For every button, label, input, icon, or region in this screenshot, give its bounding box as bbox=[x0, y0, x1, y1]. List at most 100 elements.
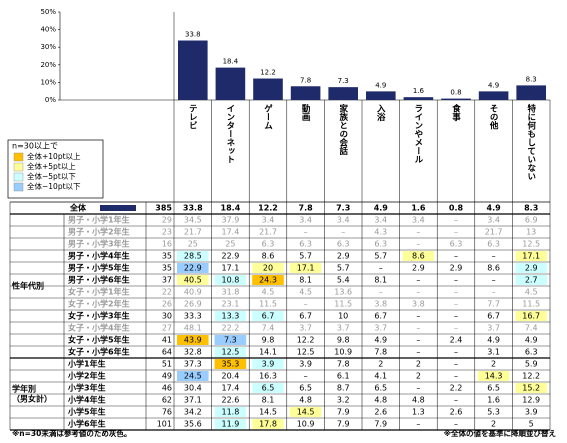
cell: 8.1 bbox=[299, 276, 312, 285]
cell: – bbox=[416, 336, 420, 345]
cell: 4.9 bbox=[374, 336, 387, 345]
x-tick-label: 入浴 bbox=[375, 104, 386, 122]
cell: 16.7 bbox=[522, 312, 540, 321]
cell: 3.4 bbox=[337, 216, 350, 225]
cell-shade bbox=[252, 275, 284, 285]
cell: – bbox=[416, 312, 420, 321]
row-label: 小学5年生 bbox=[67, 407, 106, 417]
x-tick-label: インターネット bbox=[225, 104, 235, 164]
cell-shade bbox=[214, 359, 247, 369]
legend-label: 全体−10pt以下 bbox=[27, 181, 81, 191]
row-n: 76 bbox=[162, 408, 172, 417]
cell: 22.9 bbox=[184, 264, 202, 273]
cell: 10 bbox=[338, 312, 348, 321]
cell: 6.7 bbox=[262, 312, 275, 321]
legend-swatch bbox=[13, 172, 24, 182]
cell: 12.5 bbox=[522, 240, 540, 249]
cell: 8.1 bbox=[262, 396, 275, 405]
cell: 10.9 bbox=[334, 348, 352, 357]
row-n: 41 bbox=[162, 336, 172, 345]
cell: 26.9 bbox=[184, 300, 202, 309]
row-label: 小学4年生 bbox=[67, 395, 106, 405]
legend-swatch bbox=[13, 152, 24, 162]
legend-swatch bbox=[100, 205, 136, 211]
cell: 37.1 bbox=[184, 396, 202, 405]
row-label: 女子・小学2年生 bbox=[68, 299, 130, 309]
cell: 17.1 bbox=[221, 264, 239, 273]
cell: – bbox=[492, 276, 496, 285]
row-label: 小学2年生 bbox=[67, 371, 106, 381]
cell: – bbox=[379, 288, 383, 297]
cell: 9.8 bbox=[337, 336, 350, 345]
cell: 4.1 bbox=[374, 372, 387, 381]
cell: 6.7 bbox=[299, 312, 312, 321]
row-label: 小学3年生 bbox=[67, 383, 106, 393]
cell: 12.9 bbox=[522, 396, 540, 405]
cell: 5.9 bbox=[525, 360, 538, 369]
data-label: 0.8 bbox=[450, 89, 461, 97]
cell: 3.7 bbox=[337, 324, 350, 333]
cell-shade bbox=[252, 419, 284, 429]
cell: 4.5 bbox=[525, 288, 538, 297]
cell: 8.1 bbox=[374, 276, 387, 285]
cell: 1.6 bbox=[411, 204, 426, 213]
cell: – bbox=[379, 264, 383, 273]
cell-shade bbox=[252, 311, 284, 321]
cell: 3.9 bbox=[262, 360, 275, 369]
cell: – bbox=[416, 240, 420, 249]
cell: – bbox=[304, 372, 308, 381]
cell: 2.9 bbox=[525, 264, 538, 273]
row-n: 23 bbox=[162, 228, 172, 237]
cell: 24.3 bbox=[259, 276, 277, 285]
bar bbox=[253, 78, 283, 100]
cell: 3.7 bbox=[374, 324, 387, 333]
cell: 4.9 bbox=[374, 204, 389, 213]
cell-shade bbox=[177, 335, 209, 345]
cell-shade bbox=[252, 263, 284, 273]
row-n: 35 bbox=[162, 264, 172, 273]
legend-swatch bbox=[13, 182, 24, 192]
cell: 8.6 bbox=[487, 264, 500, 273]
cell: 10.8 bbox=[221, 276, 239, 285]
cell-shade bbox=[214, 311, 247, 321]
cell: 48.1 bbox=[184, 324, 202, 333]
cell: 13.3 bbox=[221, 312, 239, 321]
row-n: 46 bbox=[162, 384, 172, 393]
cell-shade bbox=[214, 419, 247, 429]
cell: 7.7 bbox=[487, 300, 500, 309]
row-label: 女子・小学6年生 bbox=[68, 347, 130, 357]
group-label: 性年代別 bbox=[12, 281, 44, 291]
cell: – bbox=[454, 216, 458, 225]
cell-shade bbox=[177, 275, 209, 285]
cell: 2.2 bbox=[450, 384, 463, 393]
row-n: 101 bbox=[157, 420, 172, 429]
cell: 0.8 bbox=[449, 204, 464, 213]
cell: 25 bbox=[188, 240, 198, 249]
cell: 17.4 bbox=[221, 384, 239, 393]
y-tick-label: 50% bbox=[40, 8, 56, 16]
x-tick-label: 家族との会話 bbox=[338, 103, 349, 156]
cell: 8.3 bbox=[524, 204, 538, 213]
cell: 12.5 bbox=[297, 348, 315, 357]
cell: 3.7 bbox=[487, 324, 500, 333]
cell: 14.3 bbox=[485, 372, 503, 381]
cell: 21.7 bbox=[184, 228, 202, 237]
cell: 2.9 bbox=[412, 264, 425, 273]
row-label: 女子・小学1年生 bbox=[68, 287, 130, 297]
bar bbox=[328, 87, 358, 100]
cell: 3.4 bbox=[299, 216, 312, 225]
cell: 23.1 bbox=[221, 300, 239, 309]
cell: 6.3 bbox=[450, 240, 463, 249]
bar bbox=[290, 86, 321, 100]
cell: 5.7 bbox=[374, 252, 387, 261]
cell: 20 bbox=[263, 264, 273, 273]
row-label: 男子・小学3年生 bbox=[68, 239, 130, 249]
cell: 5 bbox=[529, 420, 534, 429]
cell-shade bbox=[252, 383, 284, 393]
cell: 4.8 bbox=[374, 396, 387, 405]
cell: 6.3 bbox=[299, 240, 312, 249]
cell: 4.8 bbox=[412, 396, 425, 405]
cell: 2 bbox=[378, 360, 383, 369]
row-label: 男子・小学6年生 bbox=[68, 275, 130, 285]
